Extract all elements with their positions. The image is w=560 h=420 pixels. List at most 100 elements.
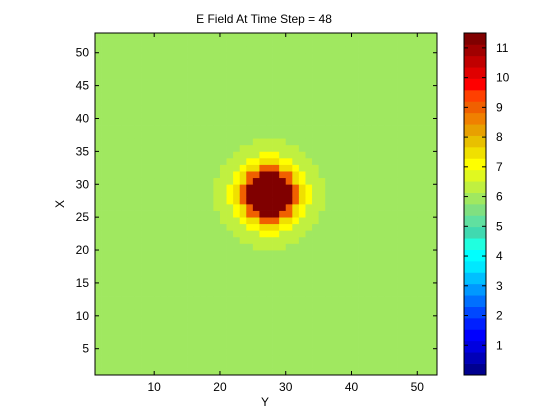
heatmap-cell: [187, 151, 195, 159]
heatmap-cell: [298, 98, 306, 106]
heatmap-cell: [338, 197, 346, 205]
heatmap-cell: [417, 342, 425, 350]
heatmap-cell: [193, 315, 201, 323]
heatmap-cell: [259, 105, 267, 113]
heatmap-cell: [246, 157, 254, 165]
heatmap-cell: [351, 151, 359, 159]
heatmap-cell: [127, 72, 135, 80]
heatmap-cell: [266, 204, 273, 211]
heatmap-cell: [246, 243, 254, 251]
heatmap-cell: [285, 92, 293, 100]
heatmap-cell: [141, 223, 148, 231]
heatmap-cell: [141, 118, 148, 126]
heatmap-cell: [325, 52, 333, 60]
heatmap-cell: [226, 276, 234, 284]
heatmap-cell: [173, 322, 181, 330]
heatmap-cell: [246, 335, 254, 343]
heatmap-cell: [384, 98, 392, 106]
heatmap-cell: [325, 184, 333, 192]
heatmap-cell: [312, 177, 319, 185]
heatmap-cell: [279, 46, 287, 54]
heatmap-cell: [404, 184, 412, 192]
heatmap-cell: [364, 210, 372, 218]
heatmap-cell: [213, 256, 221, 264]
heatmap-cell: [121, 263, 129, 271]
heatmap-cell: [127, 250, 135, 257]
heatmap-cell: [187, 177, 195, 185]
heatmap-cell: [246, 144, 254, 152]
heatmap-cell: [358, 223, 366, 231]
heatmap-cell: [266, 269, 273, 277]
heatmap-cell: [417, 243, 425, 251]
heatmap-cell: [226, 243, 234, 251]
heatmap-cell: [95, 217, 102, 225]
heatmap-cell: [252, 52, 260, 60]
heatmap-cell: [233, 46, 241, 54]
heatmap-cell: [193, 276, 201, 284]
heatmap-cell: [430, 217, 438, 225]
heatmap-cell: [384, 65, 392, 73]
heatmap-cell: [430, 296, 438, 304]
heatmap-cell: [430, 348, 438, 356]
heatmap-cell: [410, 171, 418, 179]
heatmap-cell: [331, 177, 339, 185]
heatmap-cell: [358, 46, 366, 54]
heatmap-cell: [167, 118, 175, 126]
heatmap-cell: [121, 342, 129, 350]
heatmap-cell: [397, 138, 405, 146]
heatmap-cell: [377, 263, 385, 271]
heatmap-cell: [312, 92, 319, 100]
heatmap-cell: [246, 361, 254, 369]
heatmap-cell: [358, 361, 366, 369]
heatmap-cell: [344, 157, 352, 165]
heatmap-cell: [114, 342, 122, 350]
heatmap-cell: [338, 33, 346, 40]
heatmap-cell: [417, 85, 425, 93]
heatmap-cell: [193, 52, 201, 60]
heatmap-cell: [292, 190, 300, 198]
heatmap-cell: [127, 184, 135, 192]
heatmap-cell: [371, 361, 379, 369]
heatmap-cell: [384, 171, 392, 179]
heatmap-cell: [272, 302, 280, 310]
heatmap-cell: [121, 276, 129, 284]
colorbar-block: [464, 158, 486, 171]
heatmap-cell: [134, 138, 142, 146]
heatmap-cell: [312, 65, 319, 73]
heatmap-cell: [417, 184, 425, 192]
heatmap-cell: [200, 92, 208, 100]
heatmap-cell: [292, 368, 300, 376]
heatmap-cell: [397, 190, 405, 198]
heatmap-cell: [134, 204, 142, 211]
heatmap-cell: [318, 39, 326, 47]
heatmap-cell: [114, 210, 122, 218]
heatmap-cell: [213, 65, 221, 73]
heatmap-cell: [423, 296, 431, 304]
heatmap-cell: [390, 46, 398, 54]
heatmap-cell: [430, 289, 438, 297]
heatmap-cell: [213, 39, 221, 47]
heatmap-cell: [325, 98, 333, 106]
heatmap-cell: [417, 46, 425, 54]
heatmap-cell: [101, 296, 109, 304]
heatmap-cell: [285, 171, 293, 179]
heatmap-cell: [147, 79, 155, 86]
heatmap-cell: [344, 184, 352, 192]
heatmap-cell: [364, 197, 372, 205]
heatmap-cell: [187, 52, 195, 60]
heatmap-cell: [423, 138, 431, 146]
heatmap-cell: [213, 52, 221, 60]
heatmap-cell: [298, 348, 306, 356]
heatmap-cell: [404, 230, 412, 238]
heatmap-cell: [279, 65, 287, 73]
heatmap-cell: [233, 269, 241, 277]
heatmap-cell: [371, 52, 379, 60]
heatmap-cell: [410, 151, 418, 159]
heatmap-cell: [239, 335, 247, 343]
heatmap-cell: [233, 230, 241, 238]
heatmap-cell: [338, 98, 346, 106]
heatmap-cell: [239, 243, 247, 251]
heatmap-cell: [279, 269, 287, 277]
heatmap-cell: [298, 355, 306, 363]
heatmap-cell: [246, 282, 254, 290]
